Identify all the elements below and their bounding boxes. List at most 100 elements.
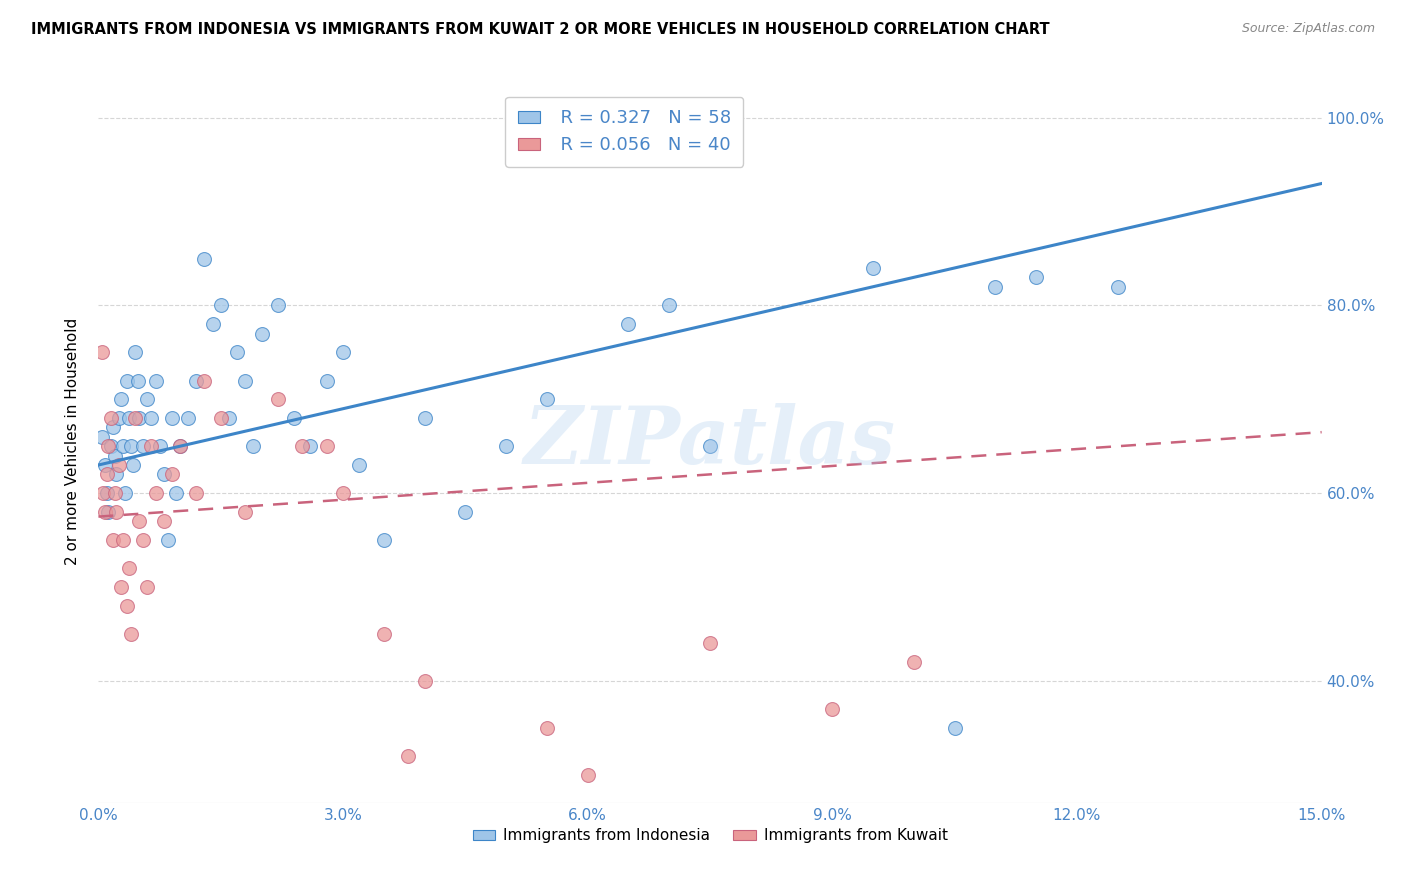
Point [97, 505, 120, 519]
Point [193, 374, 215, 388]
Point [100, 411, 122, 425]
Point [186, 486, 208, 500]
Point [576, 767, 599, 781]
Point [105, 467, 128, 482]
Point [1107, 279, 1129, 293]
Point [94, 505, 117, 519]
Point [267, 298, 290, 312]
Point [373, 533, 395, 547]
Point [111, 439, 134, 453]
Text: IMMIGRANTS FROM INDONESIA VS IMMIGRANTS FROM KUWAIT 2 OR MORE VEHICLES IN HOUSEH: IMMIGRANTS FROM INDONESIA VS IMMIGRANTS … [31, 22, 1049, 37]
Point [160, 411, 183, 425]
Point [454, 505, 477, 519]
Point [101, 420, 124, 434]
Point [108, 458, 131, 472]
Point [149, 439, 172, 453]
Point [658, 298, 681, 312]
Point [91, 430, 114, 444]
Point [233, 374, 256, 388]
Point [984, 279, 1007, 293]
Text: ZIPatlas: ZIPatlas [524, 403, 896, 480]
Point [699, 439, 721, 453]
Point [104, 486, 127, 500]
Point [821, 702, 844, 716]
Point [91, 486, 114, 500]
Point [617, 318, 640, 332]
Point [1025, 270, 1047, 285]
Point [132, 439, 155, 453]
Point [101, 533, 124, 547]
Point [105, 505, 128, 519]
Point [536, 392, 558, 407]
Point [413, 673, 436, 688]
Point [132, 533, 155, 547]
Point [226, 345, 249, 359]
Point [94, 458, 117, 472]
Point [141, 439, 163, 453]
Point [536, 721, 558, 735]
Point [96, 467, 118, 482]
Point [96, 486, 118, 500]
Point [250, 326, 273, 341]
Point [152, 514, 174, 528]
Point [145, 374, 167, 388]
Point [120, 627, 142, 641]
Point [233, 505, 256, 519]
Point [209, 298, 232, 312]
Point [124, 411, 146, 425]
Point [110, 580, 132, 594]
Point [115, 599, 138, 613]
Point [169, 439, 191, 453]
Point [165, 486, 187, 500]
Point [373, 627, 395, 641]
Point [136, 392, 159, 407]
Point [104, 449, 127, 463]
Point [315, 439, 337, 453]
Point [152, 467, 174, 482]
Point [283, 411, 305, 425]
Point [186, 374, 208, 388]
Point [121, 458, 143, 472]
Point [118, 561, 141, 575]
Point [267, 392, 290, 407]
Point [943, 721, 966, 735]
Point [145, 486, 167, 500]
Point [128, 514, 150, 528]
Point [396, 748, 419, 763]
Point [299, 439, 322, 453]
Point [315, 374, 337, 388]
Point [699, 636, 721, 650]
Point [100, 439, 122, 453]
Point [136, 580, 159, 594]
Point [495, 439, 517, 453]
Point [862, 260, 884, 275]
Point [127, 374, 149, 388]
Point [128, 411, 150, 425]
Point [118, 411, 141, 425]
Text: Source: ZipAtlas.com: Source: ZipAtlas.com [1241, 22, 1375, 36]
Point [413, 411, 436, 425]
Point [110, 392, 132, 407]
Point [97, 439, 120, 453]
Point [120, 439, 142, 453]
Point [291, 439, 314, 453]
Point [156, 533, 179, 547]
Point [124, 345, 146, 359]
Point [903, 655, 925, 669]
Point [160, 467, 183, 482]
Point [193, 252, 215, 266]
Point [114, 486, 136, 500]
Point [201, 318, 224, 332]
Point [111, 533, 134, 547]
Point [108, 411, 131, 425]
Point [332, 345, 354, 359]
Point [218, 411, 240, 425]
Legend: Immigrants from Indonesia, Immigrants from Kuwait: Immigrants from Indonesia, Immigrants fr… [467, 822, 953, 849]
Y-axis label: 2 or more Vehicles in Household: 2 or more Vehicles in Household [65, 318, 80, 566]
Point [177, 411, 200, 425]
Point [332, 486, 354, 500]
Point [115, 374, 138, 388]
Point [90, 345, 112, 359]
Point [141, 411, 163, 425]
Point [169, 439, 191, 453]
